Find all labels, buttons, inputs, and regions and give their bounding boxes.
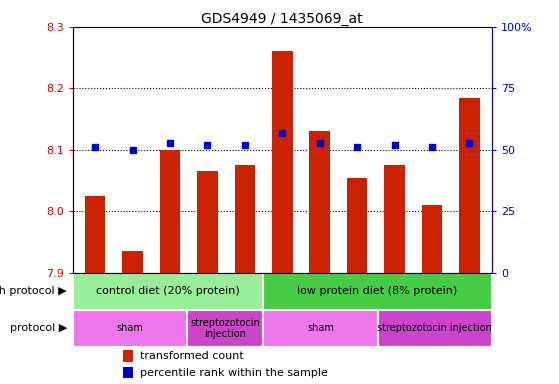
Text: percentile rank within the sample: percentile rank within the sample — [140, 368, 328, 378]
Bar — [347, 177, 367, 273]
Bar — [123, 367, 134, 379]
Bar — [384, 165, 405, 273]
Bar — [197, 171, 217, 273]
Text: sham: sham — [116, 323, 143, 333]
Point — [315, 139, 324, 146]
Bar — [160, 150, 181, 273]
Text: control diet (20% protein): control diet (20% protein) — [96, 286, 240, 296]
Point — [428, 144, 437, 151]
Point — [203, 142, 212, 148]
Point — [240, 142, 249, 148]
Bar — [263, 310, 377, 347]
Point — [390, 142, 399, 148]
Point — [91, 144, 100, 151]
Bar — [73, 310, 187, 347]
Text: transformed count: transformed count — [140, 351, 244, 361]
Title: GDS4949 / 1435069_at: GDS4949 / 1435069_at — [201, 12, 363, 26]
Text: low protein diet (8% protein): low protein diet (8% protein) — [297, 286, 458, 296]
Bar — [459, 98, 480, 273]
Bar — [272, 51, 292, 273]
Text: sham: sham — [307, 323, 334, 333]
Bar — [73, 273, 263, 310]
Bar — [310, 131, 330, 273]
Bar — [122, 252, 143, 273]
Bar — [123, 350, 134, 362]
Bar — [421, 205, 442, 273]
Point — [128, 147, 137, 153]
Text: streptozotocin
injection: streptozotocin injection — [190, 318, 260, 339]
Bar — [187, 310, 263, 347]
Bar — [85, 196, 106, 273]
Text: streptozotocin injection: streptozotocin injection — [377, 323, 492, 333]
Bar — [263, 273, 492, 310]
Point — [353, 144, 362, 151]
Bar — [377, 310, 492, 347]
Text: growth protocol ▶: growth protocol ▶ — [0, 286, 67, 296]
Point — [465, 139, 474, 146]
Text: protocol ▶: protocol ▶ — [10, 323, 67, 333]
Bar — [235, 165, 255, 273]
Point — [165, 139, 174, 146]
Point — [278, 130, 287, 136]
